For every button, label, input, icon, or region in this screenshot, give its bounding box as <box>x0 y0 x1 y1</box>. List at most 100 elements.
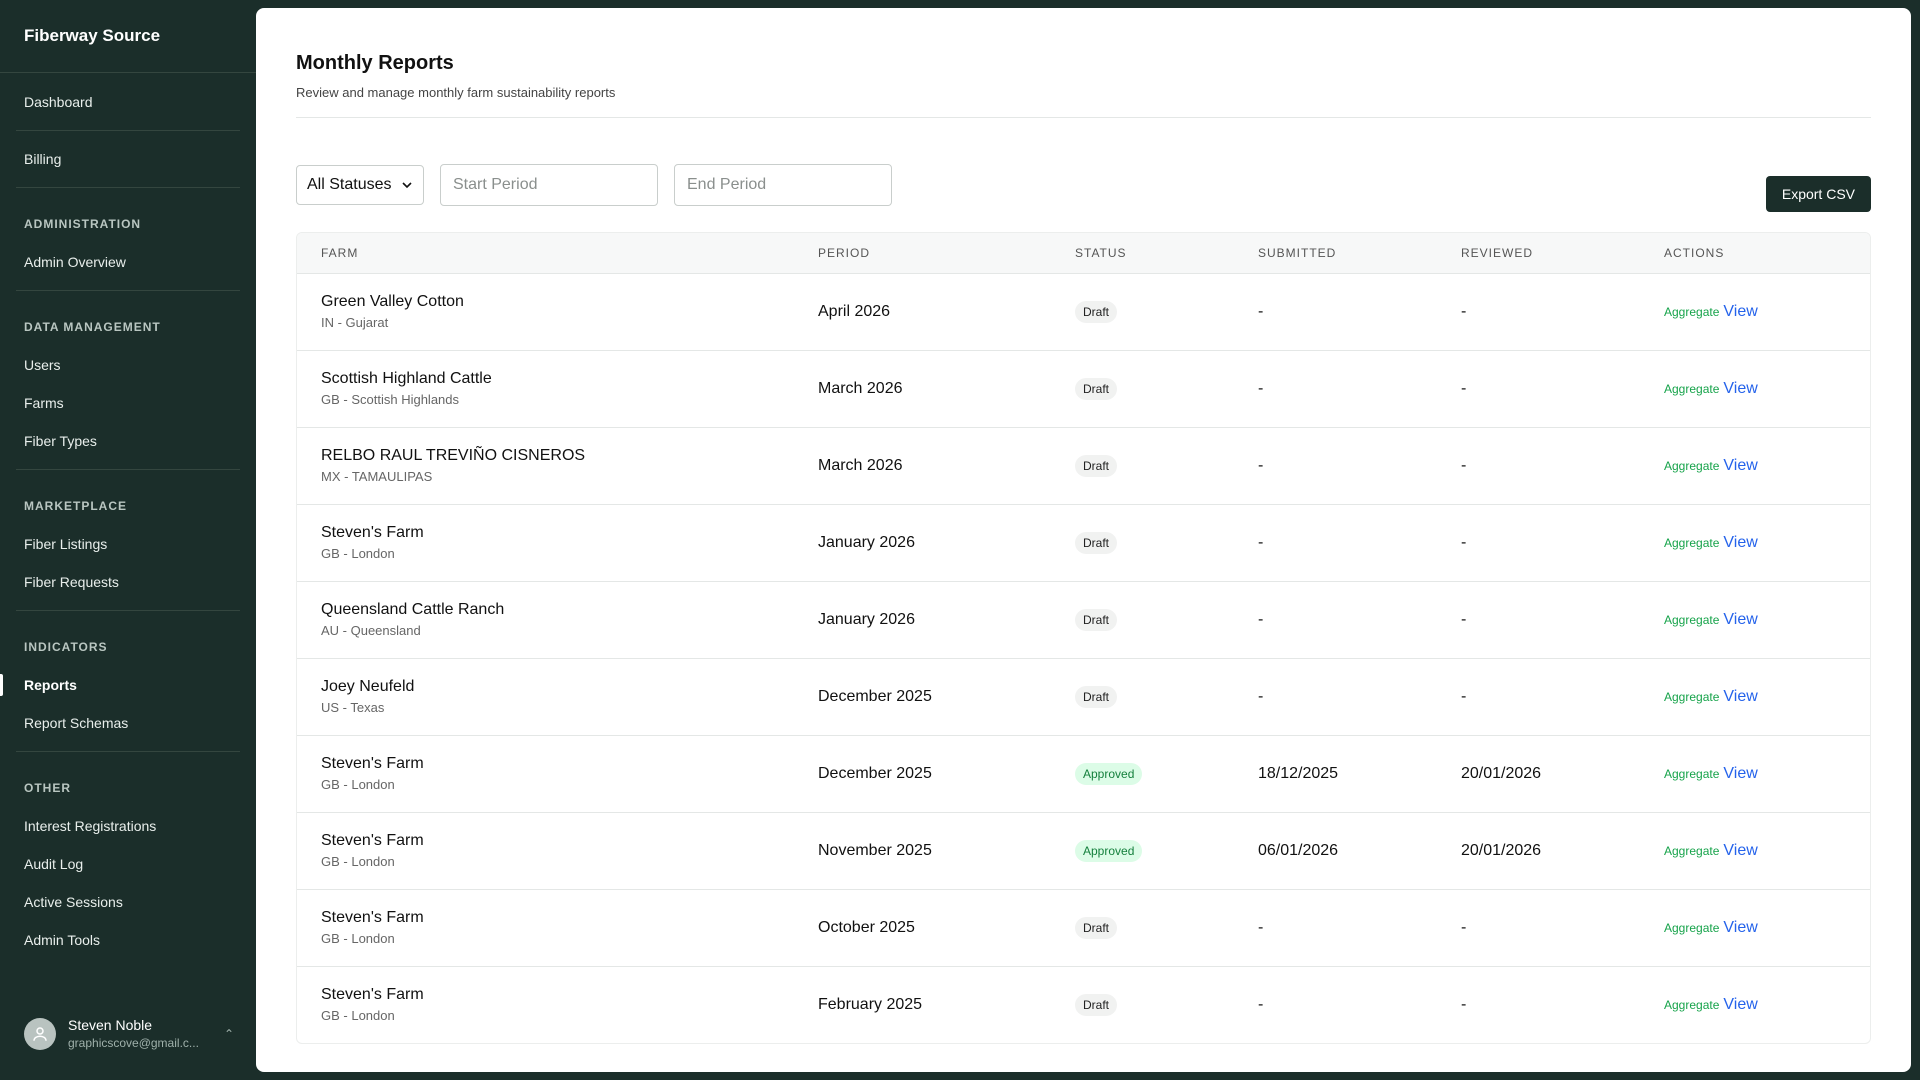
sidebar-item-admin-overview[interactable]: Admin Overview <box>24 254 126 270</box>
end-period-input[interactable] <box>674 164 892 206</box>
reports-table: FARM PERIOD STATUS SUBMITTED REVIEWED AC… <box>296 232 1871 1044</box>
period-cell: February 2025 <box>818 995 923 1013</box>
view-link[interactable]: View <box>1723 302 1758 320</box>
status-cell: Draft <box>1051 427 1234 504</box>
period-cell: March 2026 <box>818 379 903 397</box>
farm-name: Scottish Highland Cattle <box>321 369 492 387</box>
table-row[interactable]: Green Valley Cotton IN - Gujarat April 202… <box>297 273 1870 350</box>
status-select-value: All Statuses <box>307 176 392 193</box>
submitted-cell: - <box>1258 687 1264 705</box>
farm-name: Steven's Farm <box>321 908 424 926</box>
sidebar-item-fiber-types[interactable]: Fiber Types <box>24 433 97 449</box>
status-badge: Draft <box>1075 993 1118 1016</box>
view-link[interactable]: View <box>1723 533 1758 551</box>
nav-divider <box>16 187 240 188</box>
table-row[interactable]: Steven's Farm GB - London November 2025 App… <box>297 812 1870 889</box>
column-header-period[interactable]: PERIOD <box>794 233 1051 274</box>
actions-cell: Aggregate View <box>1640 812 1870 889</box>
aggregate-link[interactable]: Aggregate <box>1664 689 1720 704</box>
column-header-status[interactable]: STATUS <box>1051 233 1234 274</box>
status-cell: Draft <box>1051 504 1234 581</box>
nav-divider <box>16 610 240 611</box>
actions-cell: Aggregate View <box>1640 427 1870 504</box>
view-link[interactable]: View <box>1723 456 1758 474</box>
sidebar-item-fiber-listings[interactable]: Fiber Listings <box>24 536 108 552</box>
status-select[interactable]: All Statuses <box>296 165 424 205</box>
sidebar-item-fiber-requests[interactable]: Fiber Requests <box>24 574 119 590</box>
view-link[interactable]: View <box>1723 841 1758 859</box>
aggregate-link[interactable]: Aggregate <box>1664 843 1720 858</box>
nav-heading-data-management: DATA MANAGEMENT <box>24 320 161 334</box>
actions-cell: Aggregate View <box>1640 350 1870 427</box>
period-cell: January 2026 <box>818 533 915 551</box>
aggregate-link[interactable]: Aggregate <box>1664 766 1720 781</box>
sidebar-item-admin-tools[interactable]: Admin Tools <box>24 932 101 948</box>
table-row[interactable]: Scottish Highland Cattle GB - Scottish Hi… <box>297 350 1870 427</box>
page-header: Monthly Reports Review and manage monthl… <box>296 8 1871 118</box>
aggregate-link[interactable]: Aggregate <box>1664 535 1720 550</box>
farm-name: Steven's Farm <box>321 754 424 772</box>
aggregate-link[interactable]: Aggregate <box>1664 458 1720 473</box>
export-csv-button[interactable]: Export CSV <box>1765 176 1871 212</box>
aggregate-link[interactable]: Aggregate <box>1664 304 1720 319</box>
chevron-up-icon[interactable]: ⌃ <box>223 1027 234 1041</box>
reviewed-cell: - <box>1461 533 1467 551</box>
status-badge: Draft <box>1075 685 1118 708</box>
sidebar-item-report-schemas[interactable]: Report Schemas <box>24 715 129 731</box>
column-header-submitted[interactable]: SUBMITTED <box>1234 233 1437 274</box>
view-link[interactable]: View <box>1723 995 1758 1013</box>
column-header-reviewed[interactable]: REVIEWED <box>1437 233 1640 274</box>
submitted-cell: - <box>1258 995 1264 1013</box>
nav-heading-administration: ADMINISTRATION <box>24 217 142 231</box>
sidebar-item-audit-log[interactable]: Audit Log <box>24 856 84 872</box>
nav-divider <box>16 751 240 752</box>
table-row[interactable]: RELBO RAUL TREVIÑO CISNEROS MX - TAMAULIP… <box>297 427 1870 504</box>
status-badge: Draft <box>1075 454 1118 477</box>
table-row[interactable]: Steven's Farm GB - London December 2025 App… <box>297 735 1870 812</box>
table-row[interactable]: Steven's Farm GB - London February 2025 Dra… <box>297 966 1870 1043</box>
nav-heading-marketplace: MARKETPLACE <box>24 499 127 513</box>
submitted-cell: 18/12/2025 <box>1258 764 1339 782</box>
aggregate-link[interactable]: Aggregate <box>1664 381 1720 396</box>
sidebar-item-dashboard[interactable]: Dashboard <box>24 94 93 110</box>
sidebar-item-interest-registrations[interactable]: Interest Registrations <box>24 818 157 834</box>
farm-cell: Green Valley Cotton IN - Gujarat <box>297 273 794 350</box>
nav-divider <box>16 290 240 291</box>
farm-cell: Scottish Highland Cattle GB - Scottish Hi… <box>297 350 794 427</box>
start-period-input[interactable] <box>440 164 658 206</box>
table-row[interactable]: Joey Neufeld US - Texas December 2025 Draft… <box>297 658 1870 735</box>
view-link[interactable]: View <box>1723 687 1758 705</box>
actions-cell: Aggregate View <box>1640 581 1870 658</box>
farm-location: GB - London <box>321 545 395 561</box>
aggregate-link[interactable]: Aggregate <box>1664 612 1720 627</box>
view-link[interactable]: View <box>1723 918 1758 936</box>
view-link[interactable]: View <box>1723 610 1758 628</box>
actions-cell: Aggregate View <box>1640 966 1870 1043</box>
view-link[interactable]: View <box>1723 764 1758 782</box>
period-cell: October 2025 <box>818 918 915 936</box>
aggregate-link[interactable]: Aggregate <box>1664 997 1720 1012</box>
period-cell: December 2025 <box>818 764 932 782</box>
reviewed-cell: - <box>1461 918 1467 936</box>
farm-name: Steven's Farm <box>321 831 424 849</box>
aggregate-link[interactable]: Aggregate <box>1664 920 1720 935</box>
sidebar-item-farms[interactable]: Farms <box>24 395 64 411</box>
sidebar: Fiberway Source Dashboard Billing ADMINI… <box>0 0 256 1080</box>
status-badge: Draft <box>1075 608 1118 631</box>
sidebar-item-users[interactable]: Users <box>24 357 61 373</box>
submitted-cell: 06/01/2026 <box>1258 841 1339 859</box>
farm-cell: Joey Neufeld US - Texas <box>297 658 794 735</box>
reviewed-cell: 20/01/2026 <box>1461 764 1542 782</box>
table-body: Green Valley Cotton IN - Gujarat April 202… <box>297 273 1870 1043</box>
view-link[interactable]: View <box>1723 379 1758 397</box>
sidebar-item-active-sessions[interactable]: Active Sessions <box>24 894 123 910</box>
nav-heading-indicators: INDICATORS <box>24 640 108 654</box>
table-row[interactable]: Queensland Cattle Ranch AU - Queensland Ja… <box>297 581 1870 658</box>
farm-location: GB - London <box>321 930 395 946</box>
column-header-farm[interactable]: FARM <box>297 233 794 274</box>
sidebar-item-reports[interactable]: Reports <box>0 666 240 704</box>
table-row[interactable]: Steven's Farm GB - London January 2026 Draf… <box>297 504 1870 581</box>
sidebar-item-billing[interactable]: Billing <box>24 151 62 167</box>
user-menu[interactable]: Steven Noble graphicscove@gmail.c... ⌃ <box>24 1014 234 1054</box>
table-row[interactable]: Steven's Farm GB - London October 2025 Draf… <box>297 889 1870 966</box>
